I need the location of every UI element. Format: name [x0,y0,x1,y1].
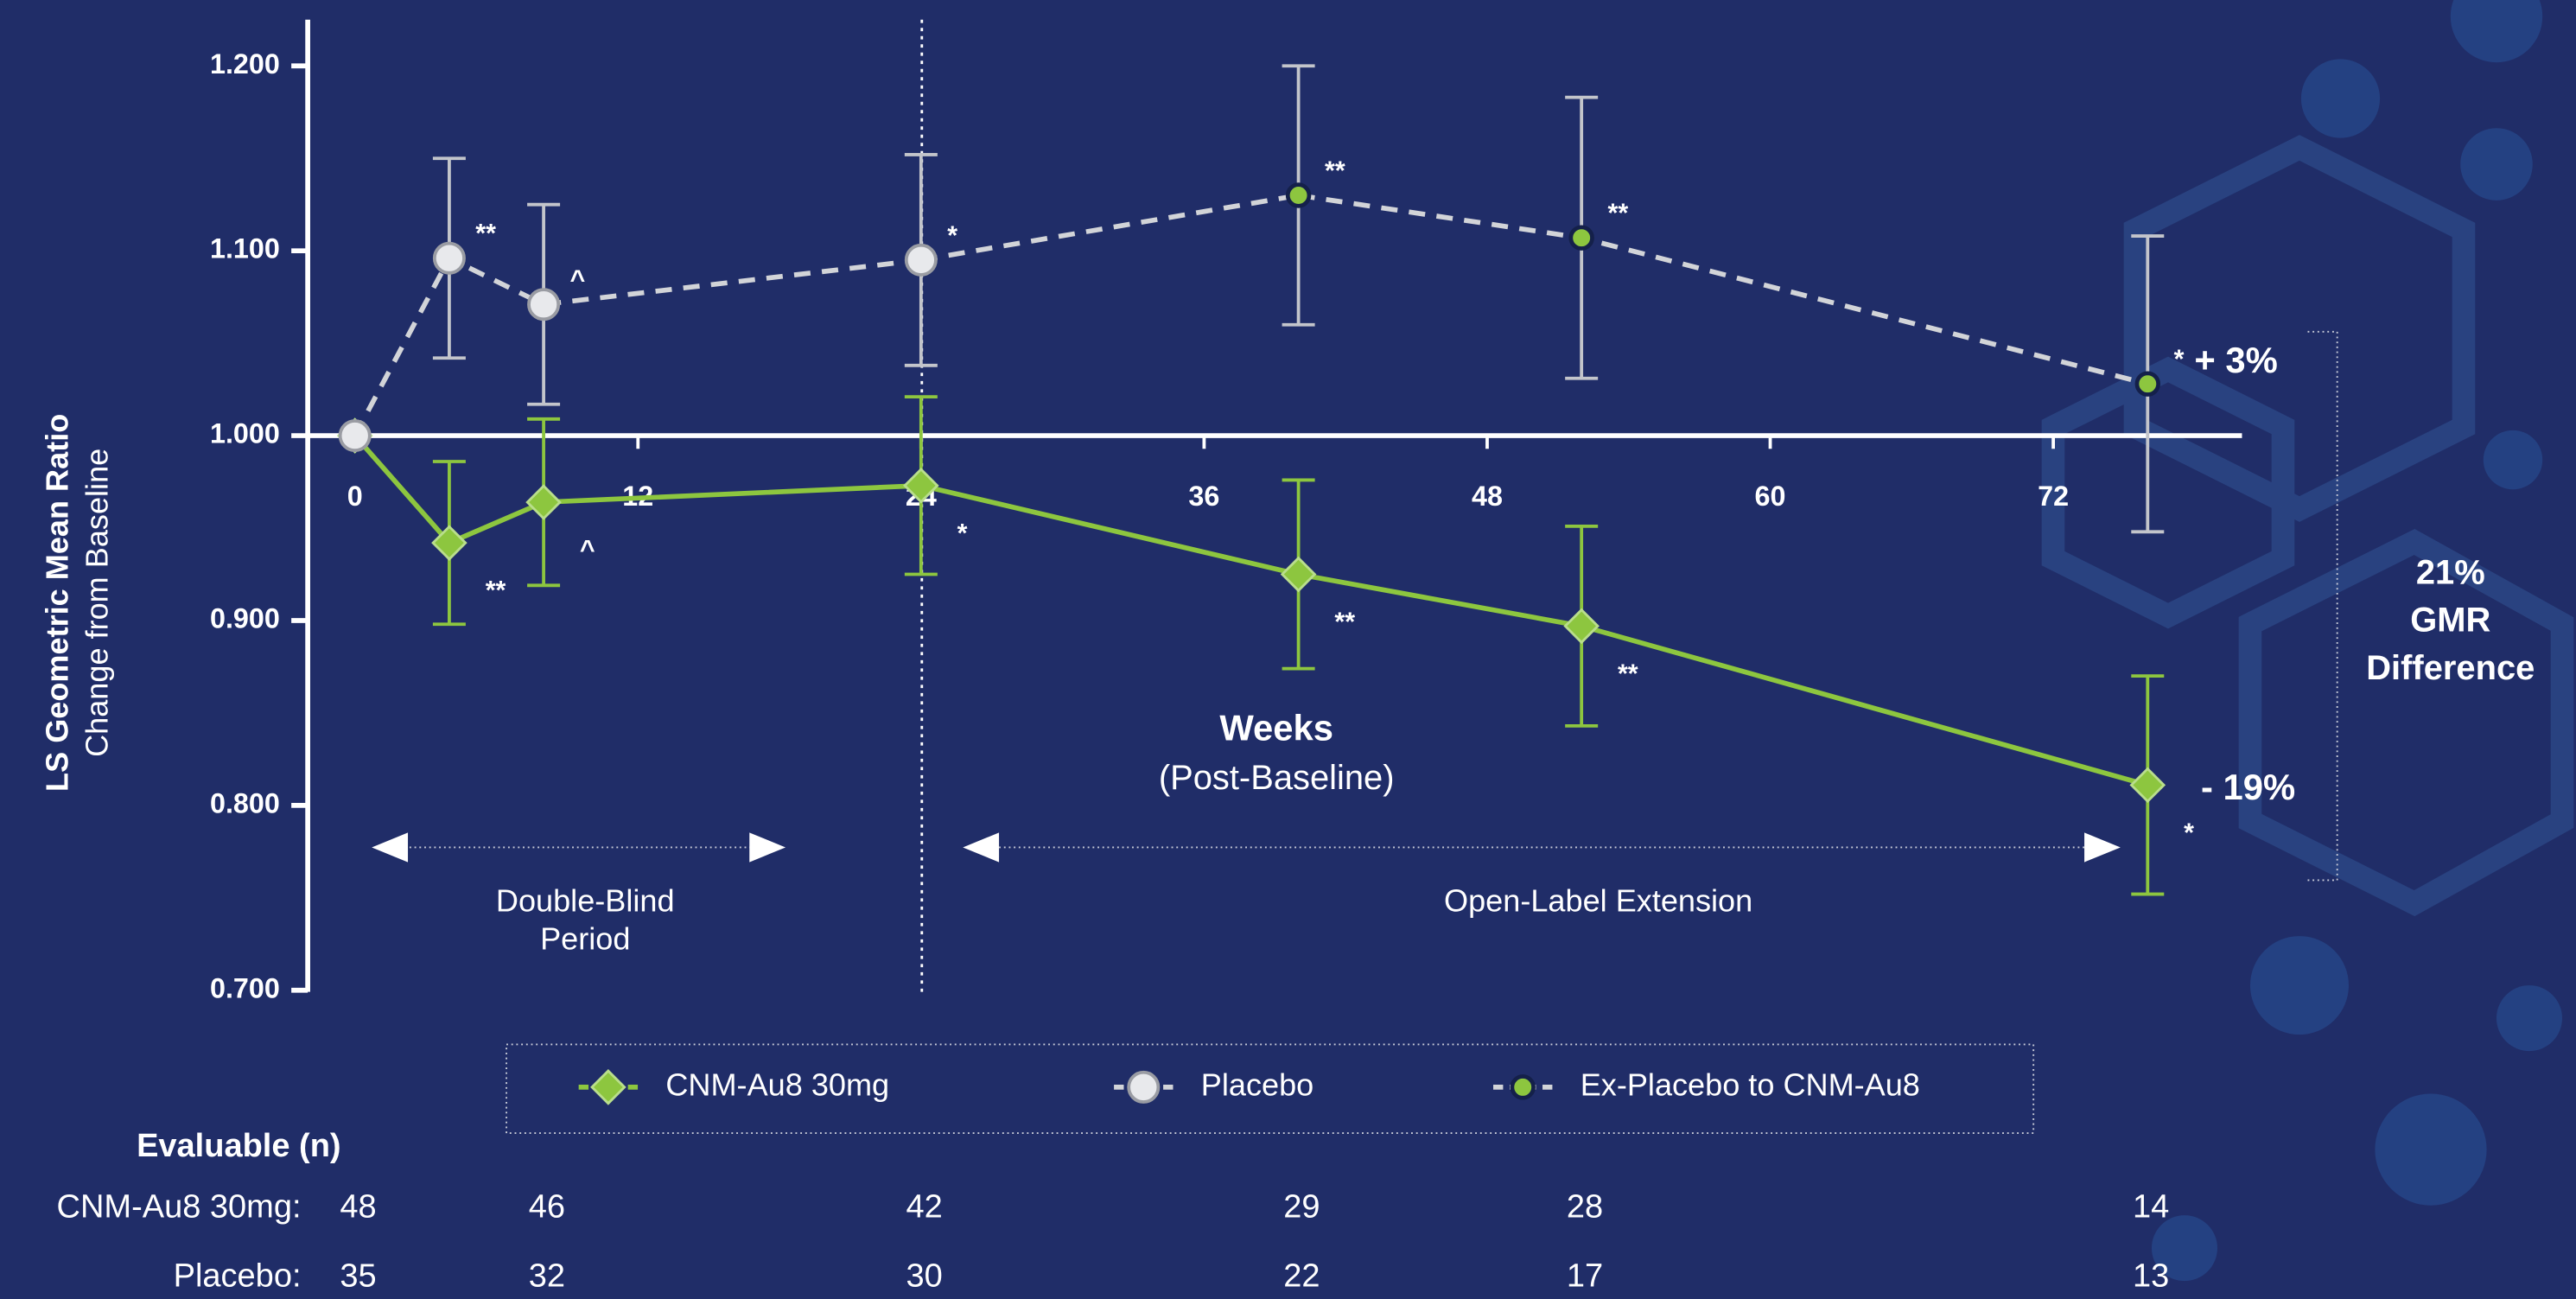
legend-marker [590,1069,627,1105]
data-point [1285,182,1312,208]
end-annotation: + 3% [2194,340,2277,380]
end-annotation: - 19% [2201,767,2295,807]
data-point [431,525,467,561]
significance-label: * [947,220,957,250]
table-cell: 29 [1283,1189,1320,1226]
data-point [1280,556,1317,593]
y-tick-label: 1.000 [210,418,280,449]
significance-label: ** [1334,608,1355,637]
data-point [1563,608,1600,645]
period-label: Period [540,920,630,956]
decoration-dots [2151,0,2562,1282]
x-axis-subtitle: (Post-Baseline) [1159,759,1395,797]
significance-label: * [2184,818,2194,847]
data-point [527,288,561,322]
x-tick-label: 36 [1188,481,1219,512]
significance-label: * [2174,345,2185,374]
difference-bracket [2307,330,2338,882]
y-tick-label: 0.700 [210,972,280,1003]
decoration [2041,135,2574,917]
legend-marker [1510,1074,1536,1100]
table-cell: 35 [340,1258,376,1294]
significance-label: ^ [569,265,585,295]
table-cell: 22 [1283,1258,1320,1294]
significance-label: * [957,519,968,548]
significance-label: ** [486,576,506,605]
data-point [2134,371,2161,397]
table-cell: 14 [2133,1189,2169,1226]
data-point [338,419,372,453]
series-line [353,254,922,437]
data-point [432,241,466,275]
significance-label: ** [1618,659,1638,688]
y-axis-subtitle: Change from Baseline [79,449,114,757]
legend-label: Placebo [1201,1067,1313,1102]
significance-label: ** [1608,199,1629,228]
x-tick-label: 0 [347,481,363,512]
data-point [525,484,562,520]
x-tick-label: 60 [1755,481,1786,512]
x-axis-title: Weeks [1219,708,1333,748]
data-point [904,243,938,277]
significance-label: ** [1325,156,1345,185]
difference-label: 21% [2416,554,2485,592]
difference-label: Difference [2366,649,2535,687]
x-tick-label: 72 [2038,481,2069,512]
difference-label: GMR [2410,602,2490,640]
table-cell: 28 [1567,1189,1603,1226]
table-cell: 42 [906,1189,943,1226]
y-axis-title: LS Geometric Mean Ratio [40,414,75,792]
table-row-label: CNM-Au8 30mg: [57,1189,302,1226]
table-cell: 46 [529,1189,565,1226]
period-arrows [372,832,2121,863]
significance-label: ^ [580,535,595,564]
table-cell: 30 [906,1258,943,1294]
table-title: Evaluable (n) [137,1128,341,1164]
table-row-label: Placebo: [174,1258,302,1294]
table-cell: 13 [2133,1258,2169,1294]
data-point [1568,225,1594,251]
x-tick-label: 48 [1472,481,1503,512]
significance-label: ** [475,219,496,248]
legend-label: CNM-Au8 30mg [665,1067,889,1102]
y-tick-label: 1.200 [210,48,280,80]
y-tick-label: 0.800 [210,787,280,818]
legend-label: Ex-Placebo to CNM-Au8 [1581,1067,1920,1102]
data-point [2129,767,2166,804]
period-label: Open-Label Extension [1444,883,1752,919]
legend-box [506,1043,2035,1135]
y-tick-label: 1.100 [210,233,280,264]
period-label: Double-Blind [496,883,675,919]
table-cell: 17 [1567,1258,1603,1294]
table-cell: 32 [529,1258,565,1294]
y-tick-label: 0.900 [210,603,280,634]
series-connector [920,193,1300,263]
legend-marker [1127,1070,1161,1104]
data-point [903,468,939,504]
table-cell: 48 [340,1189,376,1226]
